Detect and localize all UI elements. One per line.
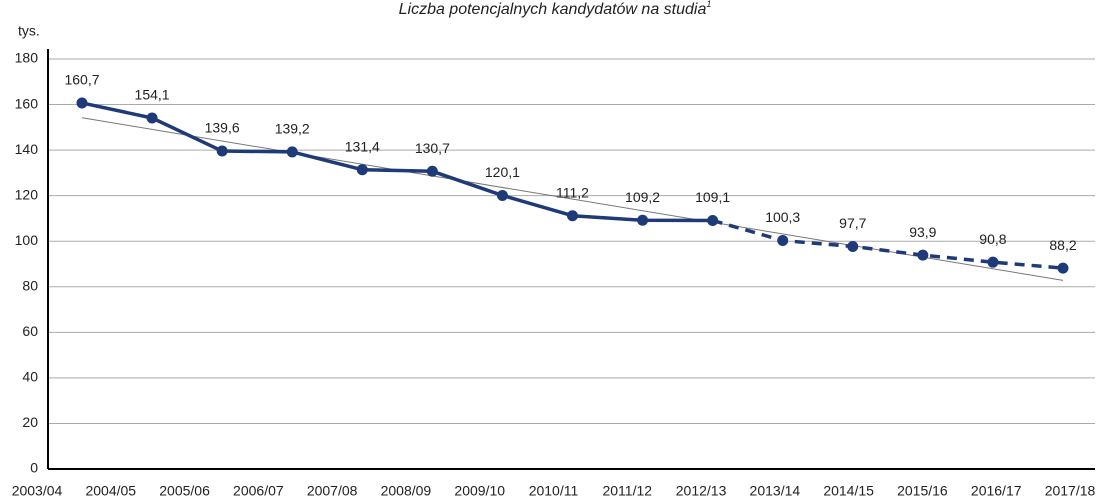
y-tick-label: 0 bbox=[30, 460, 38, 476]
data-point bbox=[637, 214, 649, 226]
x-tick-label: 2012/13 bbox=[676, 483, 727, 499]
y-tick-label: 80 bbox=[22, 277, 38, 293]
y-tick-label: 120 bbox=[15, 186, 39, 202]
y-tick-label: 40 bbox=[22, 369, 38, 385]
data-point bbox=[146, 112, 158, 124]
data-label: 90,8 bbox=[979, 231, 1006, 247]
y-tick-label: 100 bbox=[15, 232, 39, 248]
x-tick-label: 2008/09 bbox=[381, 483, 432, 499]
y-axis-label: tys. bbox=[18, 23, 40, 39]
x-tick-label: 2014/15 bbox=[823, 483, 874, 499]
x-tick-label: 2003/04 bbox=[12, 483, 63, 499]
y-tick-label: 60 bbox=[22, 323, 38, 339]
data-label: 130,7 bbox=[415, 140, 450, 156]
title-superscript: 1 bbox=[706, 0, 711, 9]
data-point bbox=[847, 240, 859, 252]
line-dashed bbox=[712, 218, 1064, 270]
data-label: 100,3 bbox=[765, 209, 800, 225]
x-tick-label: 2013/14 bbox=[750, 483, 801, 499]
data-point bbox=[707, 214, 719, 226]
title-text: Liczba potencjalnych kandydatów na studi… bbox=[399, 1, 707, 18]
x-tick-label: 2006/07 bbox=[233, 483, 284, 499]
data-label: 154,1 bbox=[135, 87, 170, 103]
x-tick-label: 2017/18 bbox=[1045, 483, 1096, 499]
data-point bbox=[777, 235, 789, 247]
y-tick-label: 180 bbox=[15, 50, 39, 66]
x-tick-label: 2015/16 bbox=[897, 483, 948, 499]
data-label: 97,7 bbox=[839, 215, 866, 231]
x-tick-label: 2009/10 bbox=[454, 483, 505, 499]
data-point bbox=[987, 256, 999, 268]
x-tick-label: 2005/06 bbox=[159, 483, 210, 499]
x-tick-label: 2011/12 bbox=[602, 483, 652, 499]
data-label: 88,2 bbox=[1049, 237, 1076, 253]
data-point bbox=[496, 189, 508, 201]
data-label: 160,7 bbox=[64, 72, 99, 88]
data-label: 120,1 bbox=[485, 164, 520, 180]
x-tick-label: 2010/11 bbox=[529, 483, 579, 499]
data-label: 109,1 bbox=[695, 189, 730, 205]
data-label: 139,2 bbox=[275, 121, 310, 137]
chart-title: Liczba potencjalnych kandydatów na studi… bbox=[399, 0, 712, 18]
data-label: 111,2 bbox=[556, 184, 589, 200]
data-point bbox=[356, 164, 368, 176]
y-tick-label: 140 bbox=[15, 141, 39, 157]
x-tick-label: 2007/08 bbox=[307, 483, 358, 499]
x-tick-label: 2004/05 bbox=[85, 483, 136, 499]
data-point bbox=[216, 145, 228, 157]
y-tick-label: 160 bbox=[15, 95, 39, 111]
data-point bbox=[426, 165, 438, 177]
data-point bbox=[1057, 262, 1069, 274]
data-label: 139,6 bbox=[205, 120, 240, 136]
y-tick-label: 20 bbox=[22, 414, 38, 430]
data-point bbox=[567, 210, 578, 222]
data-label: 93,9 bbox=[909, 224, 936, 240]
x-tick-label: 2016/17 bbox=[971, 483, 1022, 499]
data-point bbox=[76, 97, 88, 109]
data-label: 109,2 bbox=[625, 189, 660, 205]
data-point bbox=[286, 146, 298, 158]
data-point bbox=[917, 249, 929, 261]
line-solid bbox=[81, 101, 713, 223]
data-label: 131,4 bbox=[345, 138, 380, 154]
